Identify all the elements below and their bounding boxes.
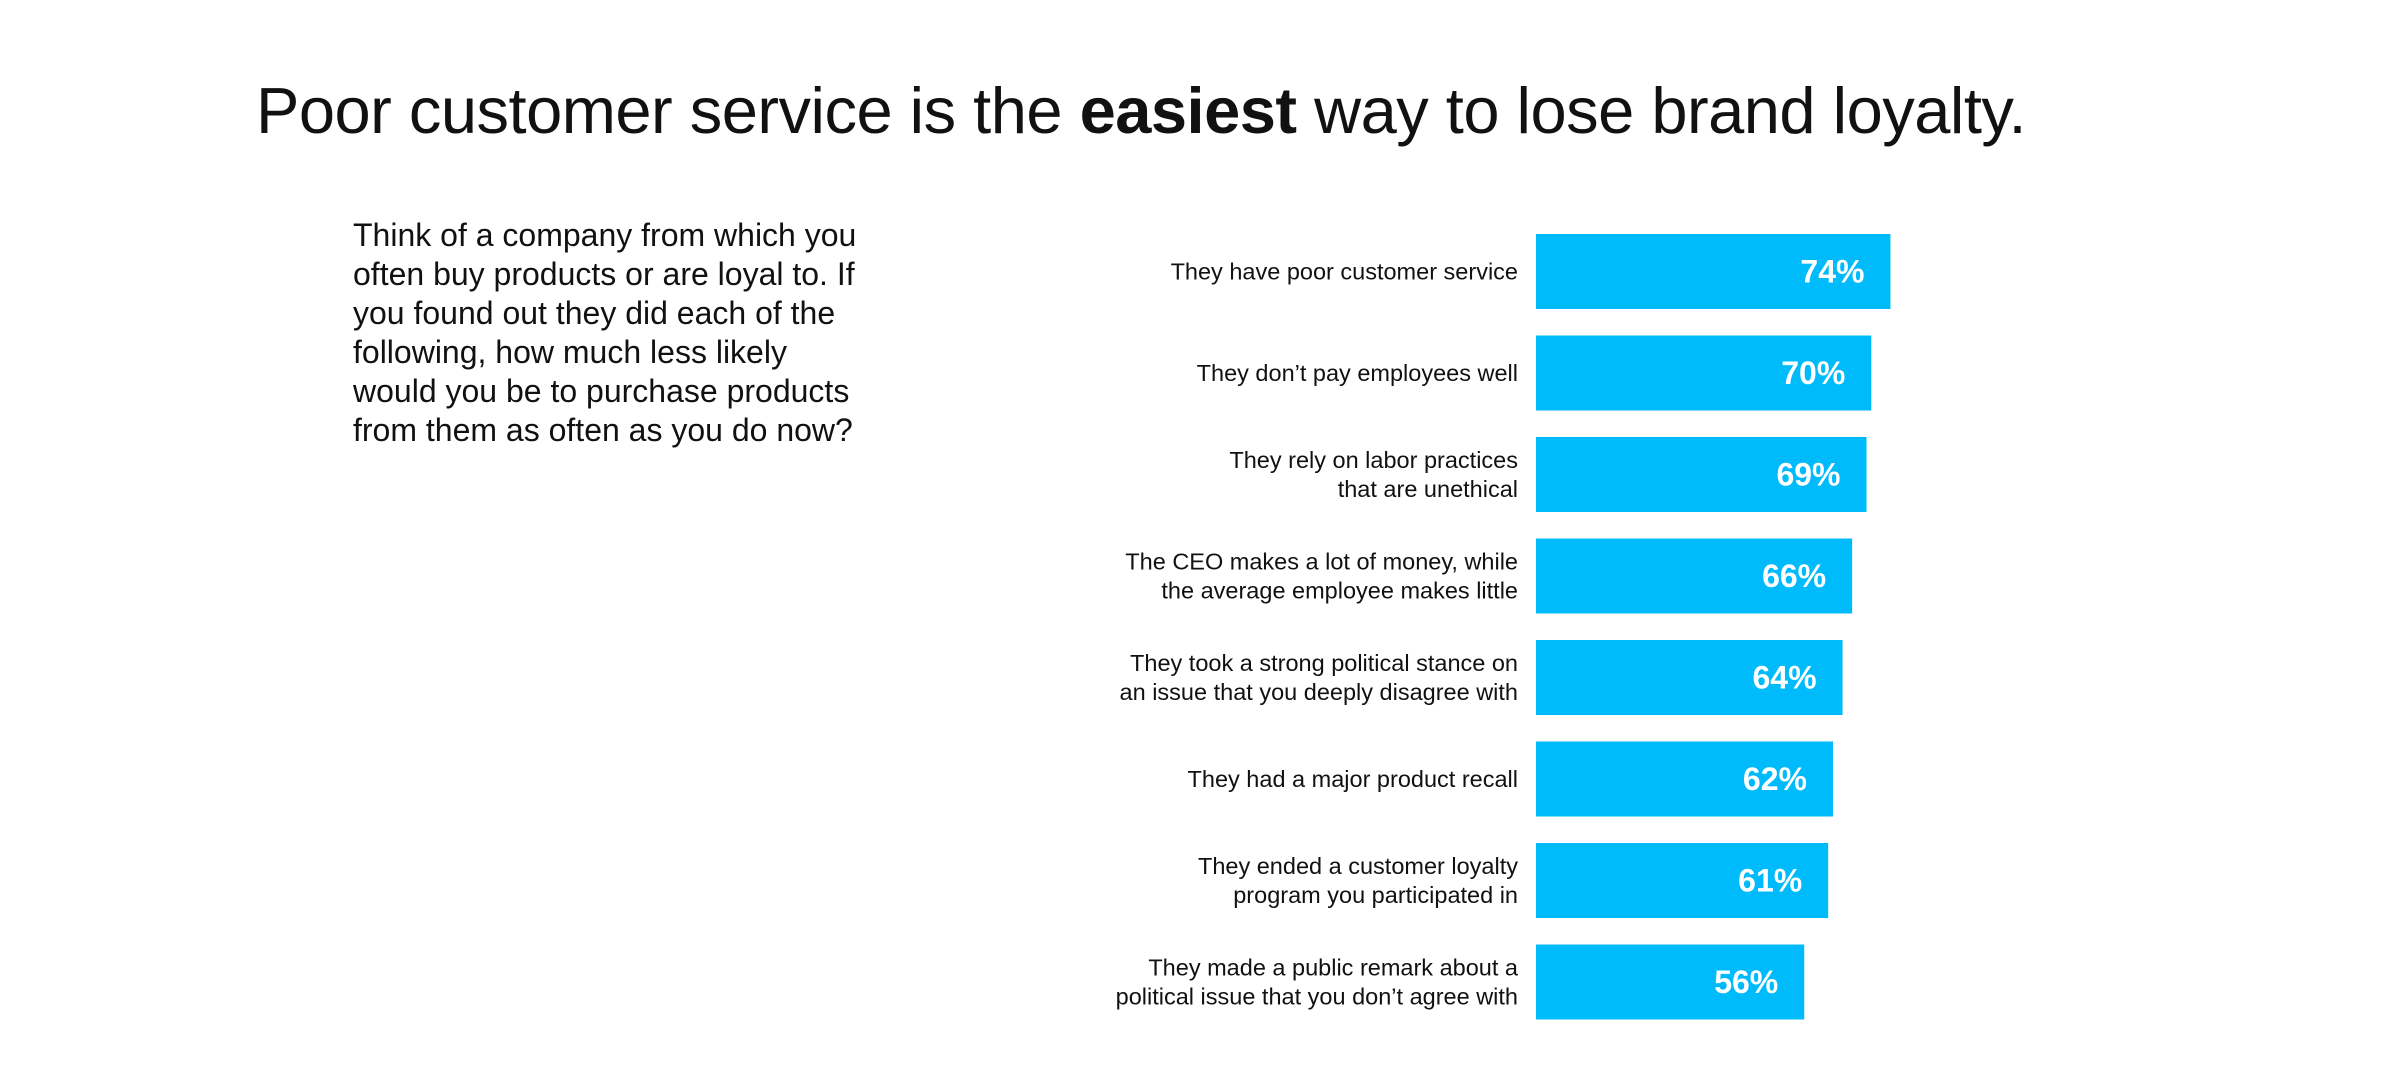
category-label-2: They don’t pay employees well xyxy=(1197,360,1518,386)
value-label-3: 69% xyxy=(1776,457,1840,493)
category-label-1-line-1: They have poor customer service xyxy=(1171,259,1518,285)
bar-6 xyxy=(1536,741,1833,817)
category-label-7: They ended a customer loyalty program you… xyxy=(1198,853,1518,908)
value-label-1: 74% xyxy=(1800,254,1864,290)
title-part-1: Poor customer service is the xyxy=(256,74,1080,147)
value-label-8: 56% xyxy=(1714,964,1778,1000)
category-label-3: They rely on labor practices that are une… xyxy=(1229,447,1518,502)
category-label-3-line-2: that are unethical xyxy=(1338,476,1518,502)
title-emphasis: easiest xyxy=(1079,74,1297,147)
survey-question: Think of a company from which you often … xyxy=(353,217,857,448)
bar-2 xyxy=(1536,335,1872,411)
bar-1 xyxy=(1536,234,1891,309)
chart-title: Poor customer service is the easiest way… xyxy=(256,72,2027,150)
bar-5 xyxy=(1536,640,1843,715)
category-label-5: They took a strong political stance on an… xyxy=(1120,650,1518,705)
category-label-8-line-2: political issue that you don’t agree wit… xyxy=(1116,984,1518,1010)
category-label-5-line-2: an issue that you deeply disagree with xyxy=(1120,679,1518,705)
category-label-4-line-1: The CEO makes a lot of money, while xyxy=(1125,549,1518,575)
category-label-3-line-1: They rely on labor practices xyxy=(1229,447,1518,473)
category-label-4-line-2: the average employee makes little xyxy=(1161,578,1518,604)
value-label-7: 61% xyxy=(1738,863,1802,899)
category-label-8: They made a public remark about a politic… xyxy=(1116,955,1519,1010)
title-part-2: way to lose brand loyalty. xyxy=(1296,74,2027,147)
category-label-5-line-1: They took a strong political stance on xyxy=(1130,650,1518,676)
value-label-2: 70% xyxy=(1781,355,1845,391)
category-label-8-line-1: They made a public remark about a xyxy=(1148,955,1519,981)
bar-8 xyxy=(1536,944,1805,1020)
category-label-4: The CEO makes a lot of money, while the a… xyxy=(1125,549,1518,604)
bar-4 xyxy=(1536,538,1853,614)
category-label-2-line-1: They don’t pay employees well xyxy=(1197,360,1518,386)
value-label-5: 64% xyxy=(1753,660,1817,696)
category-label-1: They have poor customer service xyxy=(1171,259,1518,285)
value-label-6: 62% xyxy=(1743,761,1807,797)
value-label-4: 66% xyxy=(1762,558,1826,594)
bar-7 xyxy=(1536,843,1829,918)
category-label-6-line-1: They had a major product recall xyxy=(1188,766,1518,792)
bar-3 xyxy=(1536,437,1867,512)
category-label-7-line-2: program you participated in xyxy=(1233,882,1518,908)
category-label-7-line-1: They ended a customer loyalty xyxy=(1198,853,1518,879)
category-label-6: They had a major product recall xyxy=(1188,766,1518,792)
